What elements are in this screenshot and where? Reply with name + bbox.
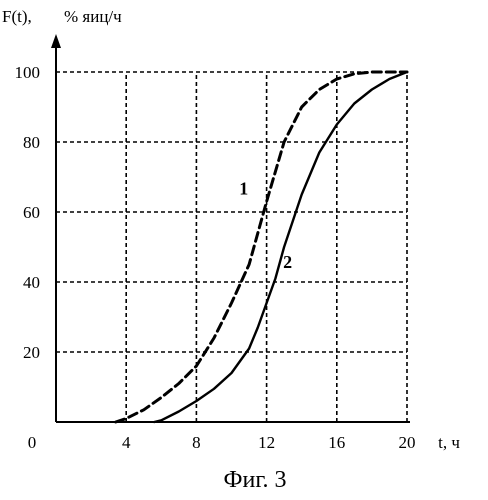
axes: [51, 34, 410, 423]
series: 12: [114, 70, 409, 424]
x-tick-label: 16: [328, 433, 345, 452]
x-tick-label: 20: [399, 433, 416, 452]
x-tick-labels: 4 8 12 16 20: [122, 433, 416, 452]
x-tick-label: 4: [122, 433, 131, 452]
origin-label: 0: [28, 433, 37, 452]
y-tick-label: 60: [23, 203, 40, 222]
y-axis-arrow-icon: [51, 34, 61, 48]
series-1-label: 1: [239, 179, 248, 199]
grid: [56, 71, 408, 422]
y-tick-label: 100: [15, 63, 41, 82]
y-tick-label: 20: [23, 343, 40, 362]
y-tick-label: 80: [23, 133, 40, 152]
series-2-line: [153, 70, 409, 424]
y-tick-label: 40: [23, 273, 40, 292]
y-axis-label-prefix: F(t),: [2, 7, 32, 26]
figure-caption: Фиг. 3: [224, 467, 287, 493]
x-axis-label: t, ч: [438, 433, 460, 452]
y-tick-labels: 20 40 60 80 100: [15, 63, 41, 362]
y-axis-label-unit: % яиц/ч: [64, 7, 122, 26]
series-1-line: [114, 70, 409, 424]
x-tick-label: 12: [258, 433, 275, 452]
labels: F(t), % яиц/ч t, ч 0: [2, 7, 460, 452]
series-2-label: 2: [283, 252, 292, 272]
x-tick-label: 8: [192, 433, 201, 452]
